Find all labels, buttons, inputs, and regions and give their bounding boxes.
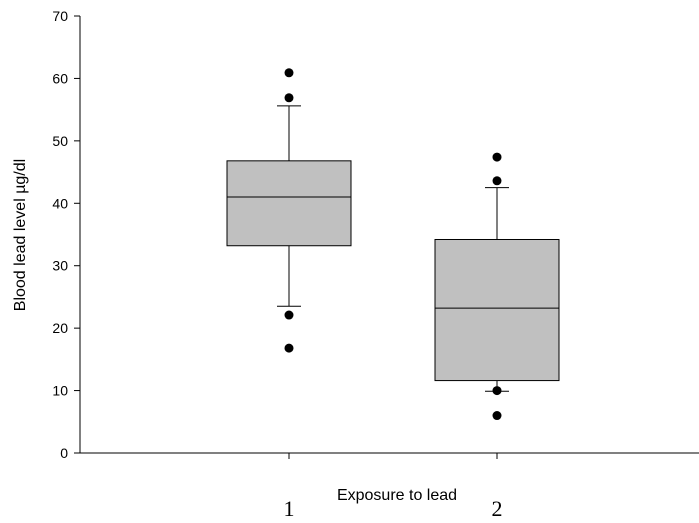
y-tick-label: 0	[60, 445, 68, 461]
y-tick-label: 40	[52, 195, 68, 211]
outlier-point	[492, 176, 502, 186]
box-group-1	[226, 68, 352, 353]
outlier-point	[284, 343, 294, 353]
outlier-point	[492, 152, 502, 162]
box-iqr	[226, 160, 352, 247]
x-category-label: 1	[284, 496, 295, 521]
outlier-point	[492, 386, 502, 396]
outlier-point	[284, 68, 294, 78]
outlier-point	[492, 411, 502, 421]
boxes	[226, 68, 560, 421]
box-group-2	[434, 152, 560, 421]
box-iqr	[434, 238, 560, 382]
y-tick-label: 50	[52, 133, 68, 149]
x-category-label: 2	[492, 496, 503, 521]
y-tick-label: 30	[52, 258, 68, 274]
outlier-point	[284, 93, 294, 103]
y-axis-title: Blood lead level µg/dl	[12, 159, 29, 311]
axes: 0 10 20 30 40 50 60 70 1 2	[52, 8, 699, 521]
outlier-point	[284, 310, 294, 320]
y-tick-label: 10	[52, 383, 68, 399]
y-tick-label: 60	[52, 70, 68, 86]
y-tick-label: 70	[52, 8, 68, 24]
y-tick-label: 20	[52, 320, 68, 336]
x-axis-title: Exposure to lead	[337, 487, 457, 504]
